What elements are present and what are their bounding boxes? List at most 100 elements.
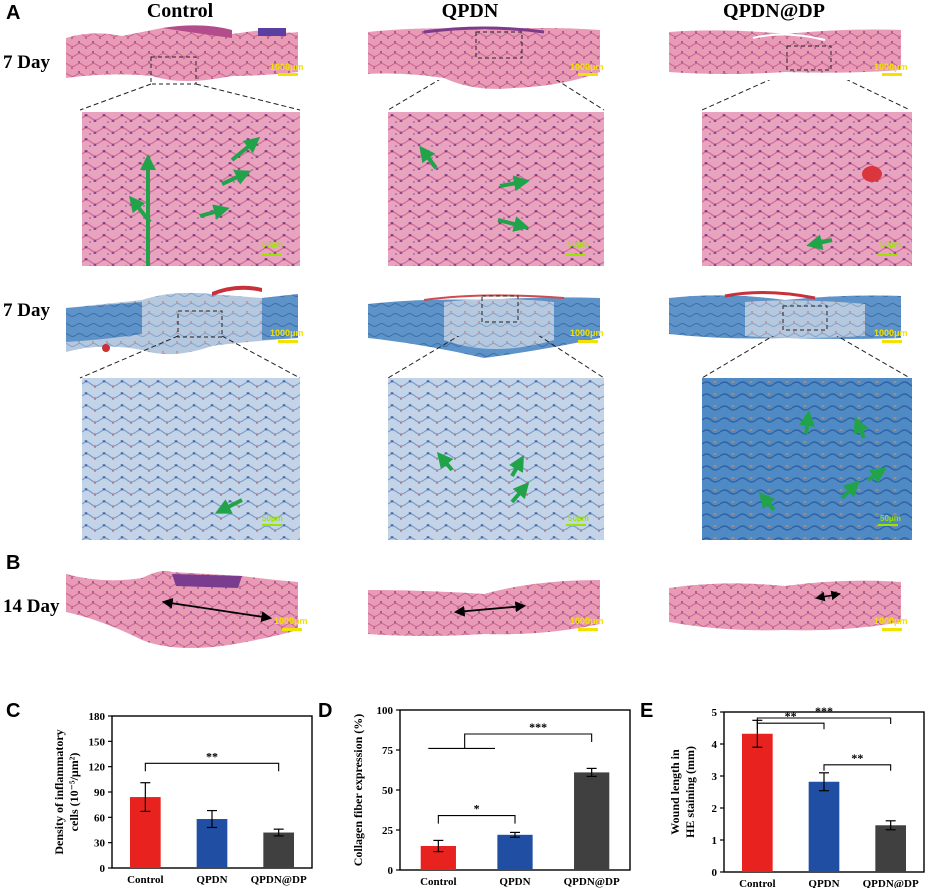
zoom-box [177,310,223,338]
significance-label: * [474,802,480,816]
scale-label-he14-control: 1000μm [274,616,308,626]
x-tick-label: QPDN [808,878,839,888]
y-tick-label: 30 [94,838,106,850]
scale-label-masson-qpdn-dp: 1000μm [874,328,908,338]
scale-label-he14-qpdn-dp: 1000μm [874,616,908,626]
scale-bar [882,73,902,76]
column-title-qpdn: QPDN [441,0,499,22]
masson-zoom-qpdn-dp-7day [702,378,912,540]
y-tick-label: 150 [89,736,106,748]
zoom-box [786,45,832,71]
x-tick-label: Control [420,876,456,888]
significance-label: ** [851,751,863,765]
scale-label-masson-control: 1000μm [270,328,304,338]
y-tick-label: 90 [94,787,106,799]
he-zoom-qpdn-7day [388,112,604,266]
bar-chart-wound-length: 0 1 2 3 4 5 Control QPDN QPDN@DP Wound length in H… [668,704,925,888]
x-tick-label: QPDN@DP [564,876,620,888]
significance-label: *** [529,720,547,734]
y-axis-label-line1: Density of inflammatory [52,729,66,854]
he-overview-qpdn-14day [368,580,600,636]
wound-length-arrow [453,601,527,617]
bar-qpdn-dp [875,825,906,872]
scale-label-he-qpdn-dp: 1000μm [874,62,908,72]
y-tick-label: 75 [382,745,394,757]
y-tick-label: 3 [712,771,718,783]
y-tick-label: 180 [89,711,106,723]
masson-overview-qpdn-7day [368,294,600,358]
y-tick-label: 4 [712,739,718,751]
he-overview-qpdn-dp-7day [669,29,901,74]
y-tick-label: 25 [382,825,394,837]
scale-bar [278,340,298,343]
significance-bracket [756,717,892,724]
x-tick-label: QPDN [499,876,530,888]
column-title-control: Control [146,0,214,22]
y-axis-label: Collagen fiber expression (%) [351,714,365,867]
he-zoom-control-7day [82,112,300,266]
y-tick-label: 120 [89,762,106,774]
significance-bracket [464,733,593,749]
he-overview-control-7day [66,25,298,85]
masson-overview-qpdn-dp-7day [669,290,901,339]
significance-bracket [144,762,280,772]
scale-bar [282,628,302,631]
masson-zoom-qpdn-7day [388,378,604,540]
bar-qpdn-dp [263,832,294,868]
x-tick-label: Control [739,878,775,888]
zoom-box [150,56,197,85]
scale-label-he-control: 1000μm [270,62,304,72]
scale-label-masson-qpdn: 1000μm [570,328,604,338]
x-tick-label: Control [127,874,163,886]
scale-label-zoom: 50μm [880,240,901,249]
zoom-connectors-row3 [79,336,911,379]
bar-control [742,733,773,872]
y-tick-label: 60 [94,812,106,824]
significance-label: ** [785,709,797,723]
bar-qpdn-dp [574,772,610,870]
panel-letter-e: E [640,700,654,722]
scale-label-zoom: 50μm [568,514,589,523]
scale-bar [578,73,598,76]
y-tick-label: 5 [712,707,718,719]
scale-label-zoom: 50μm [568,240,589,249]
significance-bracket [437,815,516,824]
he-overview-control-14day [66,570,298,648]
zoom-box [475,31,523,59]
y-tick-label: 100 [377,705,394,717]
scale-bar [578,340,598,343]
y-axis-label-line1: Wound length in [668,749,682,835]
bar-chart-collagen-expression: 0 25 50 75 100 Control QPDN QPDN@DP Collagen fib… [351,705,631,888]
significance-label: *** [815,704,833,718]
bar-chart-inflammatory-density: 0 30 60 90 120 150 180 Control QPDN QPDN@DP Densit… [52,711,313,886]
he-zoom-qpdn-dp-7day [702,112,912,266]
zoom-box [481,295,519,323]
y-tick-label: 0 [100,863,106,875]
y-axis-label-line2: cells (10⁻⁵/μm²) [67,753,81,832]
panel-letter-b: B [6,552,21,574]
wound-length-arrow [161,597,273,623]
scale-bar [882,340,902,343]
y-tick-label: 2 [712,803,718,815]
y-tick-label: 1 [712,835,718,847]
panel-letter-c: C [6,700,21,722]
x-tick-label: QPDN@DP [863,878,919,888]
zoom-connectors-row1 [79,80,911,111]
scale-bar [278,73,298,76]
zoom-box [782,305,828,331]
he-overview-qpdn-7day [368,26,600,89]
scale-label-he-qpdn: 1000μm [570,62,604,72]
column-title-qpdn-dp: QPDN@DP [723,0,825,22]
significance-bracket [756,722,825,730]
masson-overview-control-7day [66,285,298,355]
scale-label-he14-qpdn: 1000μm [570,616,604,626]
masson-zoom-control-7day [82,378,300,540]
scale-label-zoom: 50μm [880,514,901,523]
x-tick-label: QPDN [196,874,227,886]
he-overview-qpdn-dp-14day [669,580,901,631]
row-label-he-7day: 7 Day [3,52,50,73]
significance-bracket [823,764,892,771]
scale-label-zoom: 50μm [262,240,283,249]
y-tick-label: 0 [712,867,718,879]
panel-letter-d: D [318,700,333,722]
